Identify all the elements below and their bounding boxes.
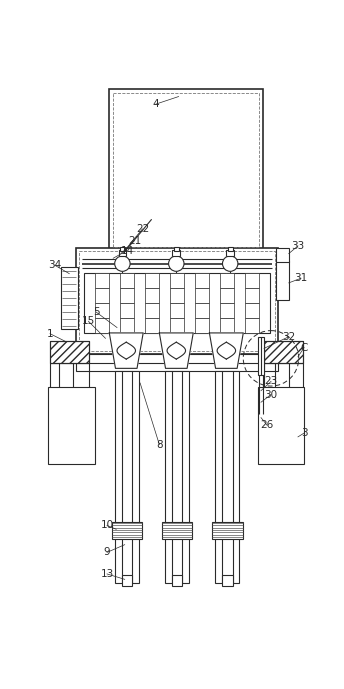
Bar bbox=[212, 522, 243, 539]
Text: 32: 32 bbox=[282, 332, 295, 342]
Text: 10: 10 bbox=[100, 520, 114, 531]
Bar bbox=[120, 318, 134, 333]
Bar bbox=[95, 318, 109, 333]
Bar bbox=[95, 302, 109, 318]
Text: C: C bbox=[300, 342, 308, 353]
Bar bbox=[245, 287, 259, 303]
Bar bbox=[165, 371, 190, 583]
Bar bbox=[76, 354, 278, 371]
Bar bbox=[170, 318, 184, 333]
Bar bbox=[226, 250, 234, 256]
Bar bbox=[79, 251, 275, 351]
Polygon shape bbox=[109, 333, 143, 369]
Text: 31: 31 bbox=[294, 274, 308, 283]
Bar bbox=[109, 89, 263, 251]
Text: 23: 23 bbox=[265, 376, 278, 387]
Bar bbox=[172, 575, 182, 586]
Bar bbox=[49, 387, 95, 464]
Bar bbox=[276, 261, 289, 300]
Bar bbox=[174, 247, 179, 251]
Bar bbox=[258, 387, 304, 464]
Text: 9: 9 bbox=[104, 547, 110, 557]
Text: 33: 33 bbox=[291, 241, 304, 251]
Bar bbox=[76, 248, 278, 354]
Bar bbox=[170, 287, 184, 303]
Bar bbox=[111, 522, 142, 539]
Bar bbox=[84, 273, 270, 333]
Text: 22: 22 bbox=[136, 224, 149, 234]
Bar bbox=[228, 247, 233, 251]
Text: 1: 1 bbox=[47, 329, 53, 339]
Bar bbox=[245, 273, 259, 288]
Bar bbox=[120, 247, 125, 251]
Text: 5: 5 bbox=[93, 307, 99, 317]
Bar bbox=[145, 318, 159, 333]
Bar bbox=[276, 248, 289, 262]
Bar bbox=[264, 342, 303, 363]
Text: 26: 26 bbox=[260, 420, 274, 431]
Bar bbox=[222, 575, 233, 586]
Bar bbox=[145, 302, 159, 318]
Polygon shape bbox=[209, 333, 243, 369]
Bar bbox=[220, 287, 234, 303]
Text: 14: 14 bbox=[120, 245, 134, 256]
Bar bbox=[220, 273, 234, 288]
Circle shape bbox=[223, 256, 238, 271]
Bar bbox=[115, 371, 139, 583]
Bar bbox=[215, 371, 239, 583]
Bar bbox=[258, 337, 264, 376]
Bar bbox=[195, 318, 209, 333]
Bar bbox=[172, 250, 180, 256]
Text: 4: 4 bbox=[152, 99, 159, 110]
Bar bbox=[195, 302, 209, 318]
Text: 21: 21 bbox=[128, 236, 141, 245]
Text: 34: 34 bbox=[48, 260, 61, 270]
Bar bbox=[245, 318, 259, 333]
Bar bbox=[220, 318, 234, 333]
Text: 30: 30 bbox=[265, 389, 278, 400]
Bar bbox=[95, 273, 109, 288]
Polygon shape bbox=[159, 333, 193, 369]
Bar bbox=[220, 302, 234, 318]
Bar bbox=[120, 273, 134, 288]
Bar bbox=[119, 250, 126, 256]
Bar bbox=[61, 267, 78, 329]
Bar bbox=[50, 342, 88, 363]
Bar bbox=[120, 302, 134, 318]
Circle shape bbox=[115, 256, 130, 271]
Bar bbox=[120, 287, 134, 303]
Bar bbox=[95, 287, 109, 303]
Bar bbox=[122, 575, 132, 586]
Bar bbox=[195, 273, 209, 288]
Circle shape bbox=[169, 256, 184, 271]
Text: 8: 8 bbox=[156, 440, 163, 450]
Bar bbox=[264, 342, 303, 363]
Bar bbox=[145, 287, 159, 303]
Bar bbox=[170, 302, 184, 318]
Bar bbox=[162, 522, 193, 539]
Bar bbox=[195, 287, 209, 303]
Bar bbox=[245, 302, 259, 318]
Bar bbox=[145, 273, 159, 288]
Text: 3: 3 bbox=[301, 428, 308, 438]
Bar bbox=[170, 273, 184, 288]
Bar bbox=[50, 342, 88, 363]
Text: 13: 13 bbox=[100, 569, 114, 579]
Bar bbox=[113, 93, 259, 247]
Text: 15: 15 bbox=[82, 316, 95, 327]
